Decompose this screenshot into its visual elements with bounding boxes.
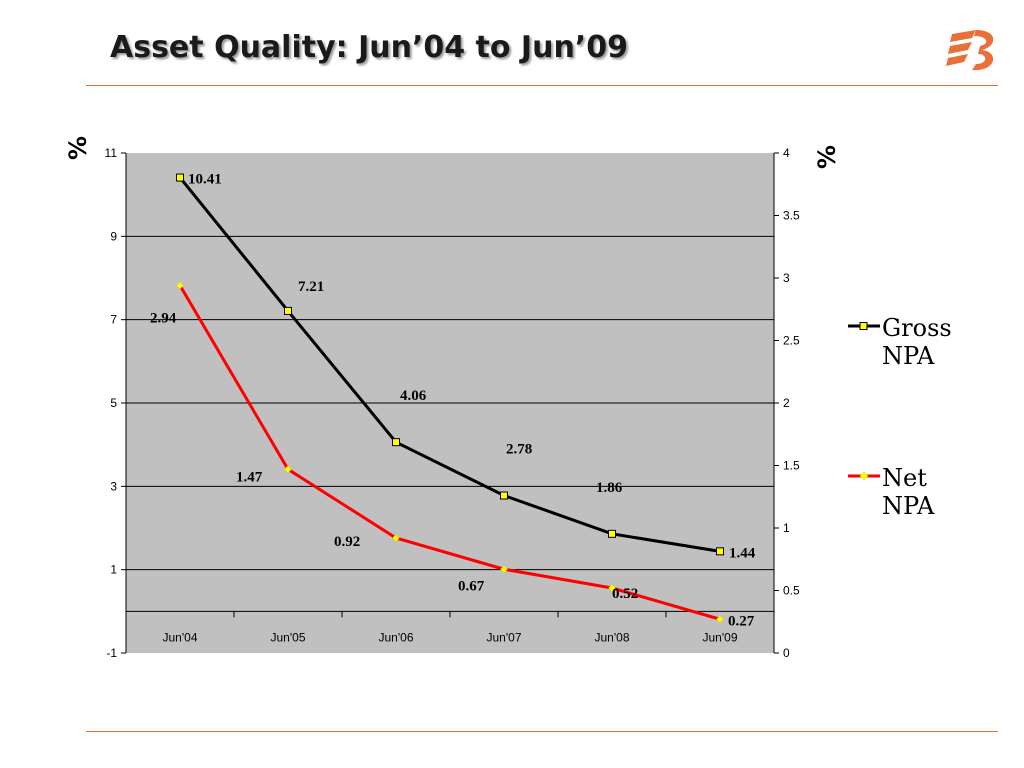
left-tick-label: 5 [110,396,117,410]
left-tick-label: 11 [105,146,118,160]
gross-npa-data-label: 10.41 [188,172,222,188]
gross-npa-point [392,438,400,447]
top-divider [86,85,998,86]
legend-net-line2: NPA [882,492,935,520]
left-tick-label: 7 [110,313,117,327]
gross-npa-data-label: 1.86 [596,480,623,496]
category-label: Jun'09 [703,630,738,644]
net-npa-point [608,584,616,592]
right-tick-label: 2.5 [783,334,800,348]
category-label: Jun'05 [271,630,306,644]
category-label: Jun'04 [163,630,198,644]
gross-npa-line [178,176,721,553]
legend-net-line1: Net [882,464,927,492]
gross-npa-data-label: 7.21 [298,279,324,295]
net-npa-data-label: 0.67 [458,578,485,594]
right-tick-label: 0 [783,646,790,660]
page-title: Asset Quality: Jun’04 to Jun’09 [110,30,628,65]
left-tick-label: 1 [110,563,117,577]
right-tick-label: 0.5 [783,584,800,598]
legend-swatch-net [848,471,880,481]
right-tick-label: 1 [783,521,790,535]
net-npa-point [716,615,724,624]
net-npa-data-label: 0.27 [728,613,755,629]
legend-gross-label: Gross NPA [882,314,962,370]
net-npa-point [176,281,184,290]
legend-swatch-gross [848,322,880,330]
gross-npa-point [176,173,184,182]
gross-npa-point [608,529,616,538]
legend-net-label: Net NPA [882,464,962,520]
left-tick-label: -1 [106,646,117,660]
gross-npa-data-label: 2.78 [506,442,532,458]
right-tick-label: 2 [783,396,790,410]
chart-legend: Gross NPA Net NPA [826,268,966,564]
category-label: Jun'06 [379,630,414,644]
right-tick-label: 3.5 [783,209,800,223]
legend-gross-line2: NPA [882,342,935,370]
net-npa-data-label: 0.92 [334,534,360,550]
left-tick-label: 9 [110,229,117,243]
right-tick-label: 1.5 [783,459,800,473]
net-npa-point [500,565,508,574]
gross-npa-point [716,547,724,556]
category-label: Jun'08 [595,630,630,644]
gross-npa-data-label: 1.44 [729,545,756,561]
net-npa-data-label: 2.94 [150,311,177,327]
left-tick-label: 3 [110,479,117,493]
net-npa-data-label: 1.47 [236,469,263,485]
net-npa-data-label: 0.52 [612,586,638,602]
net-npa-point [392,534,400,542]
net-npa-line [178,284,721,621]
legend-gross-line1: Gross [882,314,952,342]
bottom-divider [86,731,998,732]
net-npa-point [284,465,292,474]
gross-npa-point [284,306,292,315]
gross-npa-point [500,491,508,500]
right-tick-label: 4 [783,146,790,160]
gross-npa-data-label: 4.06 [400,388,427,404]
category-label: Jun'07 [487,630,522,644]
right-tick-label: 3 [783,271,790,285]
bank-logo [946,26,1000,74]
